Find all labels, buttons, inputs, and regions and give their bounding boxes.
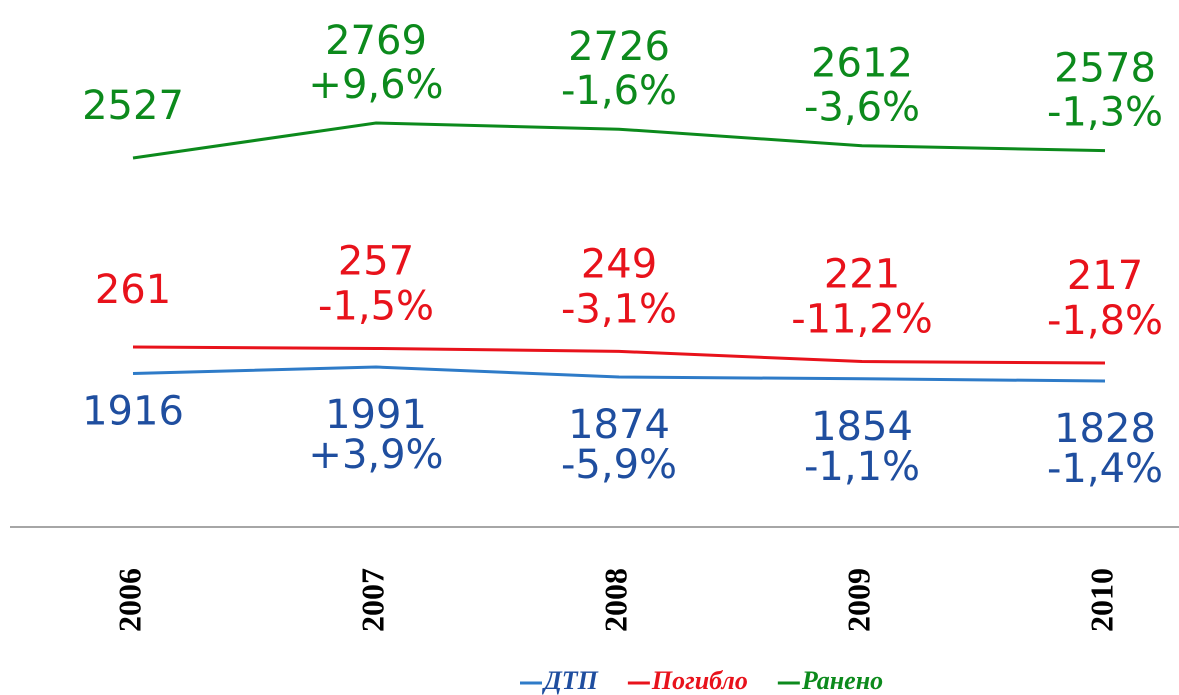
legend-label: Погибло: [651, 666, 748, 695]
change-label: -11,2%: [791, 297, 933, 343]
x-tick-label: 2008: [597, 568, 633, 632]
change-label: -1,3%: [1047, 90, 1163, 136]
data-label: 217: [1067, 253, 1143, 299]
x-tick-label: 2006: [111, 568, 147, 632]
change-label: -1,8%: [1047, 298, 1163, 344]
data-label: 249: [581, 241, 657, 287]
data-label: 221: [824, 252, 900, 298]
data-label: 1828: [1054, 406, 1156, 452]
series-line: [132, 345, 1106, 365]
change-label: -1,1%: [804, 444, 920, 490]
series-line: [132, 121, 1106, 160]
series-line: [132, 365, 1106, 383]
data-label: 257: [338, 238, 414, 284]
legend-label: ДТП: [542, 666, 599, 695]
data-label: 1991: [325, 392, 427, 438]
data-label: 2612: [811, 41, 913, 87]
change-label: +9,6%: [308, 62, 443, 108]
change-label: -5,9%: [561, 442, 677, 488]
data-label: 2578: [1054, 46, 1156, 92]
change-label: -3,6%: [804, 85, 920, 131]
data-label: 2527: [82, 83, 184, 129]
change-label: -1,6%: [561, 68, 677, 114]
data-label: 1874: [568, 402, 670, 448]
legend-label: Ранено: [801, 666, 883, 695]
data-label: 2726: [568, 24, 670, 70]
data-label: 2769: [325, 18, 427, 64]
change-label: -3,1%: [561, 286, 677, 332]
data-label: 261: [95, 267, 171, 313]
x-tick-label: 2010: [1083, 568, 1119, 632]
x-tick-label: 2007: [354, 568, 390, 632]
change-label: -1,4%: [1047, 446, 1163, 492]
data-label: 1916: [82, 388, 184, 434]
change-label: +3,9%: [308, 432, 443, 478]
change-label: -1,5%: [318, 283, 434, 329]
data-label: 1854: [811, 404, 913, 450]
x-tick-label: 2009: [840, 568, 876, 632]
